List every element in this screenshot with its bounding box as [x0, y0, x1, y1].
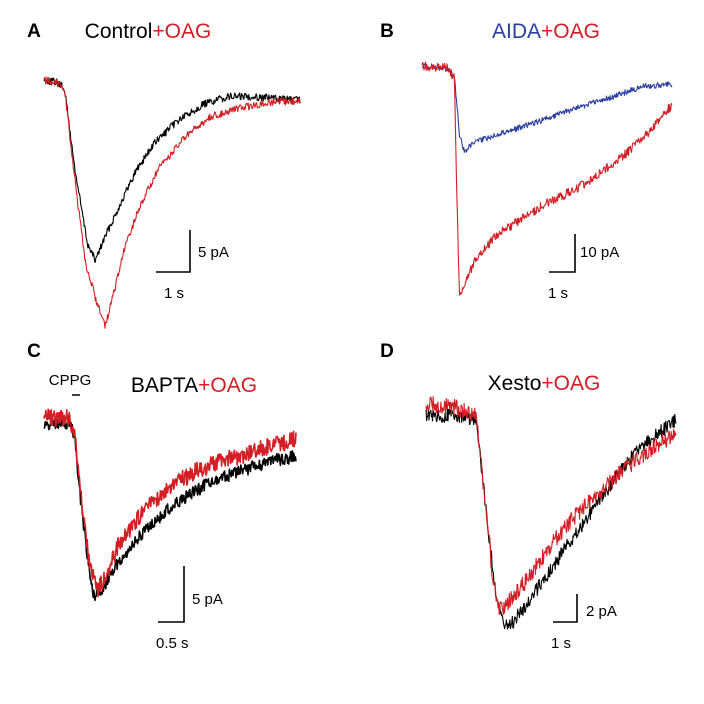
- panel-title: Control+OAG: [85, 20, 212, 43]
- panel-a: A Control+OAG 5 pA 1 s: [27, 20, 301, 329]
- trace-second: [425, 395, 677, 616]
- scale-amplitude-label: 5 pA: [192, 591, 223, 608]
- scale-amplitude-label: 2 pA: [586, 603, 617, 620]
- title-part-1: +OAG: [541, 372, 600, 395]
- panel-title: BAPTA+OAG: [131, 374, 257, 397]
- trace-first: [425, 408, 677, 630]
- scale-amplitude-label: 10 pA: [580, 244, 619, 261]
- panel-title: Xesto+OAG: [488, 372, 601, 395]
- scale-time-label: 1 s: [164, 285, 184, 302]
- title-part-1: +OAG: [152, 20, 211, 43]
- title-part-0: Xesto: [488, 372, 542, 395]
- cppg-label: CPPG: [49, 372, 92, 389]
- title-part-0: AIDA: [492, 20, 541, 43]
- scale-time-label: 1 s: [548, 285, 568, 302]
- panel-b: B AIDA+OAG 10 pA 1 s: [380, 20, 673, 302]
- panel-letter: D: [380, 341, 394, 362]
- scale-amplitude-label: 5 pA: [198, 244, 229, 261]
- scale-bar: [553, 594, 578, 623]
- trace-second: [43, 76, 301, 329]
- panel-d: D Xesto+OAG 2 pA 1 s: [380, 341, 677, 652]
- trace-first: [43, 77, 301, 263]
- trace-first: [421, 63, 673, 154]
- title-part-0: Control: [85, 20, 153, 43]
- panel-letter: A: [27, 21, 41, 42]
- title-part-0: BAPTA: [131, 374, 198, 397]
- scale-bar: [158, 566, 185, 623]
- panel-letter: C: [27, 341, 41, 362]
- title-part-1: +OAG: [541, 20, 600, 43]
- panel-c: C BAPTA+OAG CPPG 5 pA 0.5 s: [27, 341, 297, 652]
- title-part-1: +OAG: [198, 374, 257, 397]
- scale-time-label: 0.5 s: [156, 635, 189, 652]
- trace-second: [43, 408, 297, 598]
- trace-second: [421, 61, 673, 296]
- panel-title: AIDA+OAG: [492, 20, 600, 43]
- panel-letter: B: [380, 21, 394, 42]
- scale-bar: [549, 234, 576, 273]
- scale-time-label: 1 s: [551, 635, 571, 652]
- scale-bar: [156, 230, 191, 273]
